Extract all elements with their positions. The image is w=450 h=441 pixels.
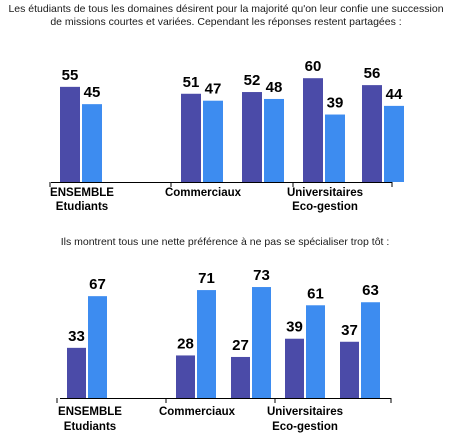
chart-2-bar-g5-s2 (306, 305, 325, 398)
caption-top: Les étudiants de tous les domaines désir… (8, 3, 444, 28)
chart-1-category-label: ENSEMBLE (50, 187, 114, 199)
chart-1-value-label: 52 (244, 72, 261, 89)
chart-2-bar-g1-s1 (67, 347, 86, 398)
chart-2-value-label: 63 (362, 282, 379, 299)
chart-2-category-label: Universitaires (267, 406, 343, 418)
chart-1-bar-g6-s2 (384, 105, 404, 182)
chart-1-bar-g4-s2 (264, 98, 284, 182)
chart-1-value-label: 39 (327, 95, 344, 112)
caption-bottom: Ils montrent tous une nette préférence à… (60, 236, 390, 248)
chart-2-value-label: 28 (177, 335, 194, 352)
chart-1-value-label: 51 (183, 74, 200, 91)
chart-2-category-label: Commerciaux (159, 406, 236, 418)
chart-2-value-label: 27 (232, 337, 249, 354)
chart-2-bar-g1-s2 (88, 296, 107, 398)
chart-2-bar-g3-s1 (176, 355, 195, 398)
chart-1-value-label: 45 (84, 84, 101, 101)
chart-2-value-label: 67 (89, 276, 106, 293)
chart-1-bar-g1-s2 (82, 104, 102, 182)
chart-1-value-label: 55 (62, 67, 79, 84)
chart-1-category-label: Etudiants (56, 201, 108, 213)
chart-1-bar-g3-s1 (181, 93, 201, 182)
chart-2-bar-g4-s2 (252, 287, 271, 398)
chart-2-value-label: 73 (253, 267, 270, 284)
chart-2-category-label: Etudiants (64, 421, 116, 433)
chart-1-value-label: 56 (364, 65, 381, 82)
chart-1-bar-g6-s1 (362, 85, 382, 182)
chart-2-category-label: ENSEMBLE (58, 406, 122, 418)
chart-2-bar-g6-s2 (361, 302, 380, 398)
chart-2-value-label: 33 (68, 328, 85, 345)
chart-1-bar-g5-s2 (325, 114, 345, 182)
chart-1-value-label: 48 (266, 79, 283, 96)
chart-2-value-label: 37 (341, 322, 358, 339)
chart-2-value-label: 61 (307, 285, 324, 302)
chart-2-value-label: 71 (198, 270, 215, 287)
chart-1-value-label: 47 (205, 81, 222, 98)
chart-1-bar-g5-s1 (303, 78, 323, 182)
chart-1-bar-g4-s1 (242, 92, 262, 182)
chart-2-bar-g4-s1 (231, 356, 250, 398)
chart-1-bar-g1-s1 (60, 86, 80, 182)
chart-2-value-label: 39 (286, 319, 303, 336)
chart-1-value-label: 44 (386, 86, 403, 103)
chart-2-category-label: Eco-gestion (272, 421, 338, 433)
chart-2-bar-g5-s1 (285, 338, 304, 398)
chart-1-value-label: 60 (305, 58, 322, 75)
chart-1-category-label: Universitaires (287, 187, 363, 199)
chart-2-bar-g6-s1 (340, 341, 359, 398)
chart-1-category-label: Commerciaux (165, 187, 242, 199)
chart-1-bar-g3-s2 (203, 100, 223, 182)
chart-2-bar-g3-s2 (197, 290, 216, 398)
chart-1-category-label: Eco-gestion (292, 201, 358, 213)
